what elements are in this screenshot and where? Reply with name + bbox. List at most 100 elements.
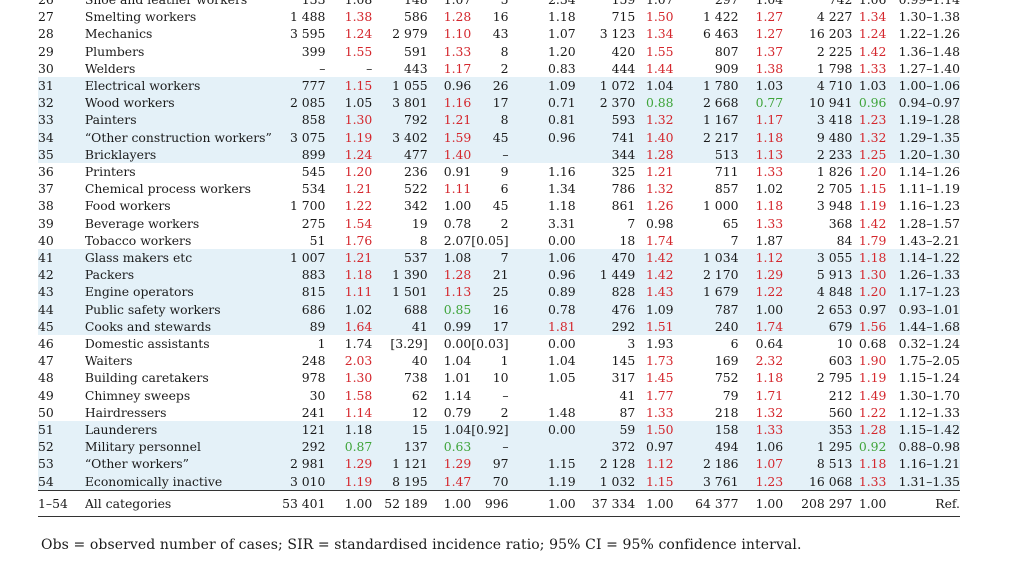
obs-5-cell: 711	[714, 164, 739, 180]
table-row: 30 Welders – – 443 1.17 2 0.83 444 1.44 909 1.38 1 7…	[38, 60, 960, 77]
sir-4-cell: 1.32	[635, 111, 674, 129]
row-number: 26	[38, 0, 85, 8]
sir-1-cell: 1.19	[325, 128, 373, 146]
sir-4-cell: 1.40	[635, 128, 674, 146]
obs-total-cell: 5 913	[783, 266, 853, 284]
sir-5-cell: 1.02	[755, 181, 784, 197]
obs-5-cell: 79	[722, 387, 739, 403]
obs-3-cell: 45	[492, 198, 509, 214]
obs-3-cell: –	[471, 145, 509, 164]
obs-4-cell: 344	[575, 145, 636, 164]
sir-4-cell: 1.43	[635, 283, 674, 301]
sir-5-cell: 1.87	[755, 232, 784, 248]
obs-2-cell: 1 055	[372, 77, 428, 95]
obs-1-cell: 275	[301, 215, 326, 231]
table-row: 31 Electrical workers 777 1.15 1 055 0.96 26 1.…	[38, 77, 960, 95]
ci-95-cell: 1.27–1.40	[898, 60, 960, 76]
obs-2-cell: 1 121	[372, 455, 428, 473]
obs-1-cell: 292	[278, 438, 326, 456]
obs-1-cell: 1 007	[278, 249, 326, 267]
obs-4-cell: 1 072	[575, 77, 636, 95]
row-number: 36	[38, 164, 54, 180]
occupation-name: Cooks and stewards	[84, 317, 279, 336]
row-number: 38	[38, 198, 54, 214]
sir-total-cell: 1.28	[852, 421, 887, 439]
obs-total-cell: 208 297	[783, 489, 853, 517]
obs-3-cell: 2	[500, 404, 509, 420]
sir-4-cell: 1.26	[645, 198, 674, 214]
obs-5-cell: 169	[714, 353, 739, 369]
obs-total-cell: 10 941	[783, 94, 853, 112]
ci-95-cell: 1.28–1.57	[898, 215, 960, 231]
row-number: 39	[38, 215, 54, 231]
row-number: 37	[38, 181, 54, 197]
obs-total-cell: 2 233	[783, 145, 853, 164]
obs-3-cell: 7	[471, 249, 509, 267]
obs-4-cell: 3	[627, 336, 636, 352]
sir-total-cell: 1.20	[852, 283, 887, 301]
sir-3-cell: 1.07	[548, 26, 576, 42]
sir-3-cell: 1.34	[548, 181, 576, 197]
sir-4-cell: 1.21	[645, 164, 674, 180]
obs-1-cell: –	[319, 60, 326, 76]
sir-5-cell: 1.38	[755, 60, 784, 76]
obs-3-cell: 5	[471, 0, 509, 8]
obs-2-cell: 3 402	[372, 128, 428, 146]
sir-1-cell: 1.30	[325, 111, 373, 129]
obs-5-cell: 2 217	[673, 128, 739, 146]
table-row: 44 Public safety workers 686 1.02 688 0.85 16 0…	[38, 300, 960, 318]
sir-total-cell: 1.90	[858, 353, 887, 369]
occupation-name: Mechanics	[84, 26, 153, 42]
obs-4-cell: 18	[619, 232, 636, 248]
sir-3-cell: 1.18	[548, 9, 576, 25]
sir-5-cell: 1.06	[738, 438, 784, 456]
sir-2-cell: 0.99	[427, 317, 472, 336]
row-number: 35	[38, 145, 85, 164]
obs-1-cell: 1 488	[289, 9, 326, 25]
obs-2-cell: 1 501	[372, 283, 428, 301]
sir-4-cell: 1.51	[635, 317, 674, 336]
ci-95-cell: 1.15–1.24	[898, 370, 960, 386]
obs-4-cell: 828	[575, 283, 636, 301]
obs-2-cell: 40	[411, 353, 428, 369]
obs-2-cell: 522	[404, 181, 428, 197]
obs-5-cell: 807	[714, 43, 739, 59]
sir-1-cell: 1.08	[325, 0, 373, 8]
occupation-name: Wood workers	[84, 94, 279, 112]
sir-2-cell: 1.10	[443, 26, 472, 42]
sir-5-cell: 1.32	[755, 404, 784, 420]
row-number: 31	[38, 77, 85, 95]
sir-3-cell: 1.19	[508, 472, 576, 491]
sir-3-cell: 1.06	[508, 249, 576, 267]
obs-4-cell: 1 449	[575, 266, 636, 284]
obs-total-cell: 1 798	[816, 60, 853, 76]
table-row: 36 Printers 545 1.20 236 0.91 9 1.16 325 1.21 711 1…	[38, 163, 960, 180]
table-row: 26Shoe and leather workers1331.081481.07…	[38, 0, 960, 8]
obs-1-cell: 686	[278, 300, 326, 318]
obs-3-cell: 9	[500, 164, 509, 180]
sir-1-cell: 1.54	[344, 215, 373, 231]
sir-5-cell: 0.77	[738, 94, 784, 112]
sir-5-cell: 1.29	[738, 266, 784, 284]
occupation-name: Domestic assistants	[84, 336, 210, 352]
row-number: 45	[38, 317, 85, 336]
obs-2-cell: 586	[404, 9, 428, 25]
sir-1-cell: 1.58	[344, 387, 373, 403]
obs-5-cell: 909	[714, 60, 739, 76]
ci-95-cell: 1.16–1.21	[886, 455, 960, 473]
row-number: 51	[38, 421, 85, 439]
sir-1-cell: 1.24	[344, 26, 373, 42]
ci-95-cell: 1.14–1.22	[886, 249, 960, 267]
occupation-name: All categories	[84, 489, 279, 517]
obs-5-cell: 158	[673, 421, 739, 439]
occupation-name: “Other workers”	[84, 455, 279, 473]
sir-2-cell: 0.63	[427, 438, 472, 456]
obs-2-cell: 443	[404, 60, 428, 76]
row-number: 42	[38, 266, 85, 284]
ci-95-cell: 0.94–0.97	[886, 94, 960, 112]
obs-2-cell: 41	[372, 317, 428, 336]
sir-4-cell: 0.97	[635, 438, 674, 456]
sir-5-cell: 1.07	[738, 455, 784, 473]
obs-1-cell: 858	[278, 111, 326, 129]
table-row: 34 “Other construction workers” 3 075 1.19 3…	[38, 128, 960, 146]
